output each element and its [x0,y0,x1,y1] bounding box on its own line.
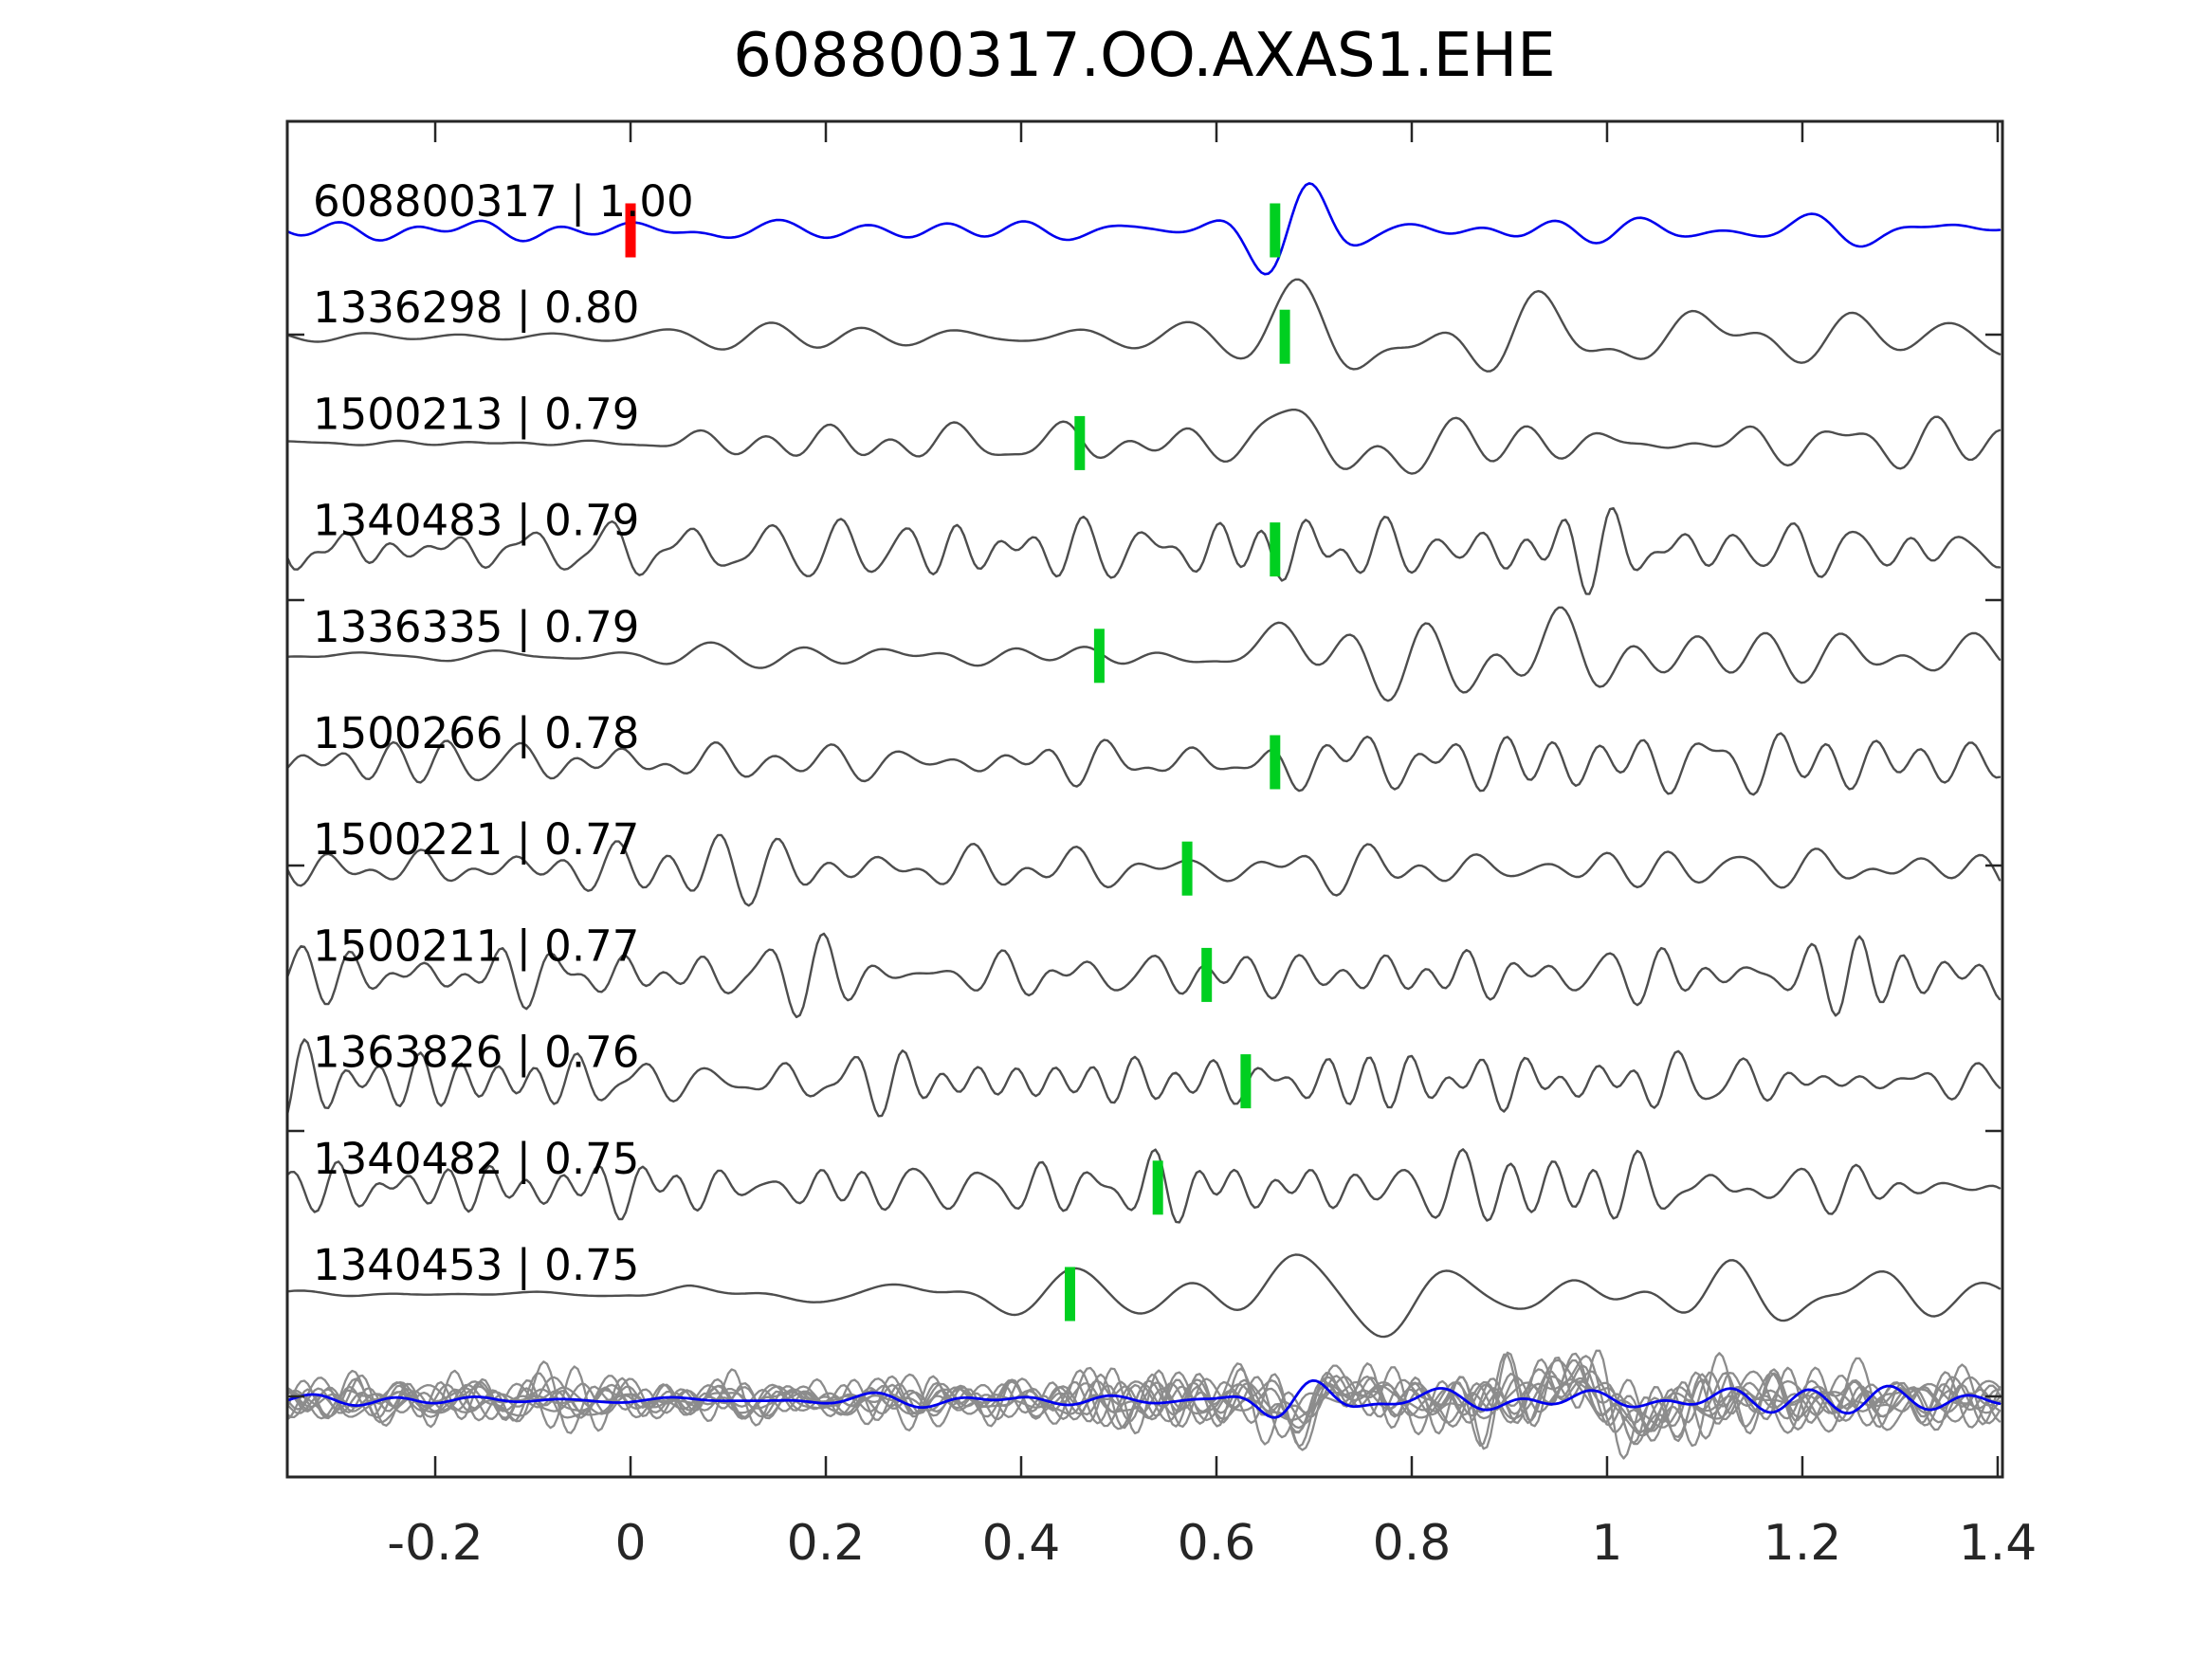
overlay-template-trace [287,1378,2002,1419]
trace-label: 1336298 | 0.80 [313,283,639,333]
pick-marker [1093,629,1105,684]
plot-title: 608800317.OO.AXAS1.EHE [733,21,1555,91]
detection-trace [287,409,2002,475]
x-tick-label: 0.6 [1178,1515,1256,1572]
trace-label: 1500266 | 0.78 [313,708,639,758]
traces-group [287,182,2002,1460]
pick-marker [1279,309,1290,364]
trace-label: 608800317 | 1.00 [313,176,694,227]
trace-label: 1340453 | 0.75 [313,1240,639,1290]
x-tick-label: 0.8 [1373,1515,1452,1572]
pick-marker [1240,1054,1252,1109]
detection-trace [287,606,2002,702]
trace-label: 1500213 | 0.79 [313,389,639,439]
x-tick-label: 0.2 [787,1515,866,1572]
trace-label: 1363826 | 0.76 [313,1028,639,1078]
detection-trace [287,732,2002,796]
template-trace [287,182,2002,276]
chart-area: -0.2 0 0.2 0.4 0.6 0.8 1 1.2 1.4 608800317 | 1.00… [287,121,2037,1572]
pick-marker [1270,203,1281,258]
overlay-gray-trace [287,1352,2002,1448]
trace-label: 1500221 | 0.77 [313,814,639,865]
template-zero-marker [625,203,636,258]
x-tick-label: 1.2 [1764,1515,1842,1572]
trace-label: 1500211 | 0.77 [313,921,639,971]
detection-trace [287,932,2002,1019]
trace-label: 1340483 | 0.79 [313,496,639,546]
pick-marker [1181,841,1193,896]
pick-marker [1201,947,1213,1002]
x-tick-label: 1.4 [1959,1515,2038,1572]
detection-trace [287,507,2002,595]
detection-trace [287,1148,2002,1224]
x-tick-label: 0 [614,1515,646,1572]
x-tick-label: 1 [1591,1515,1622,1572]
detection-trace [287,1253,2002,1339]
pick-marker [1074,415,1086,470]
detection-trace [287,1038,2002,1118]
plot-frame [285,119,2004,1479]
trace-label: 1340482 | 0.75 [313,1134,639,1184]
pick-marker [1270,735,1281,790]
overlay-gray-trace [287,1358,2002,1448]
pick-marker [1065,1267,1076,1322]
pick-marker [1152,1160,1163,1215]
trace-label: 1336335 | 0.79 [313,602,639,652]
detection-trace [287,833,2002,907]
detection-trace [287,278,2002,373]
x-tick-label: -0.2 [387,1515,483,1572]
pick-marker [1270,522,1281,577]
x-tick-label: 0.4 [982,1515,1061,1572]
